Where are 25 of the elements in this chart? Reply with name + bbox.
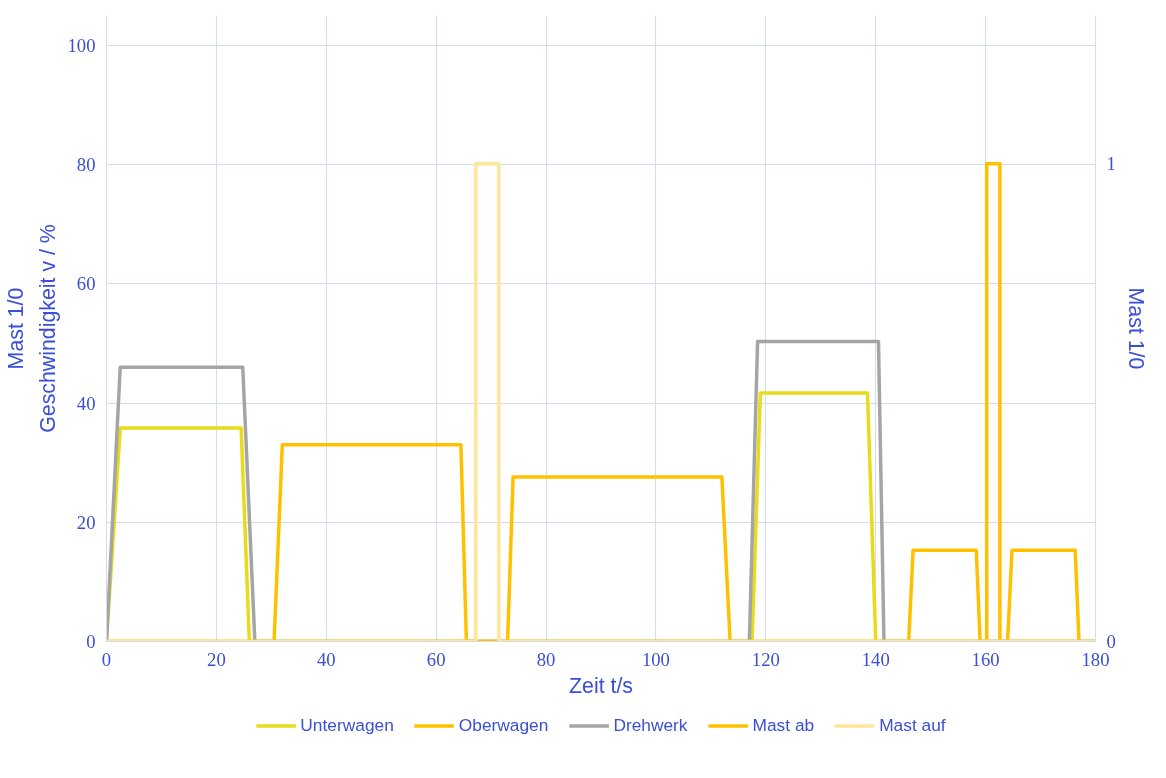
legend-label: Unterwagen — [300, 714, 394, 736]
x-tick-label: 140 — [861, 648, 890, 670]
x-axis-title: Zeit t/s — [569, 673, 633, 698]
legend-label: Oberwagen — [458, 714, 549, 736]
legend-label: Drehwerk — [613, 714, 688, 736]
y2-axis-title: Mast 1/0 — [1123, 287, 1148, 370]
x-tick-label: 20 — [207, 648, 226, 670]
y-axis-title: Geschwindigkeit v / % — [35, 224, 60, 433]
y-tick-label: 100 — [67, 34, 96, 56]
legend-label: Mast auf — [879, 714, 946, 736]
y-tick-label: 40 — [76, 392, 96, 414]
y-tick-label: 80 — [76, 154, 96, 176]
y-tick-label: 0 — [86, 631, 96, 652]
x-tick-label: 0 — [101, 648, 112, 670]
x-tick-label: 160 — [971, 648, 1000, 670]
y-tick-label: 20 — [76, 511, 96, 533]
legend-label: Mast ab — [752, 714, 815, 736]
x-tick-label: 60 — [426, 648, 446, 670]
x-tick-label: 40 — [316, 648, 336, 670]
y2-tick-label: 1 — [1106, 153, 1116, 175]
x-tick-label: 120 — [751, 648, 780, 670]
x-tick-label: 80 — [536, 648, 556, 670]
text: Mast 1/0 — [3, 287, 28, 370]
x-tick-label: 100 — [641, 648, 670, 670]
y-tick-label: 60 — [76, 273, 96, 295]
